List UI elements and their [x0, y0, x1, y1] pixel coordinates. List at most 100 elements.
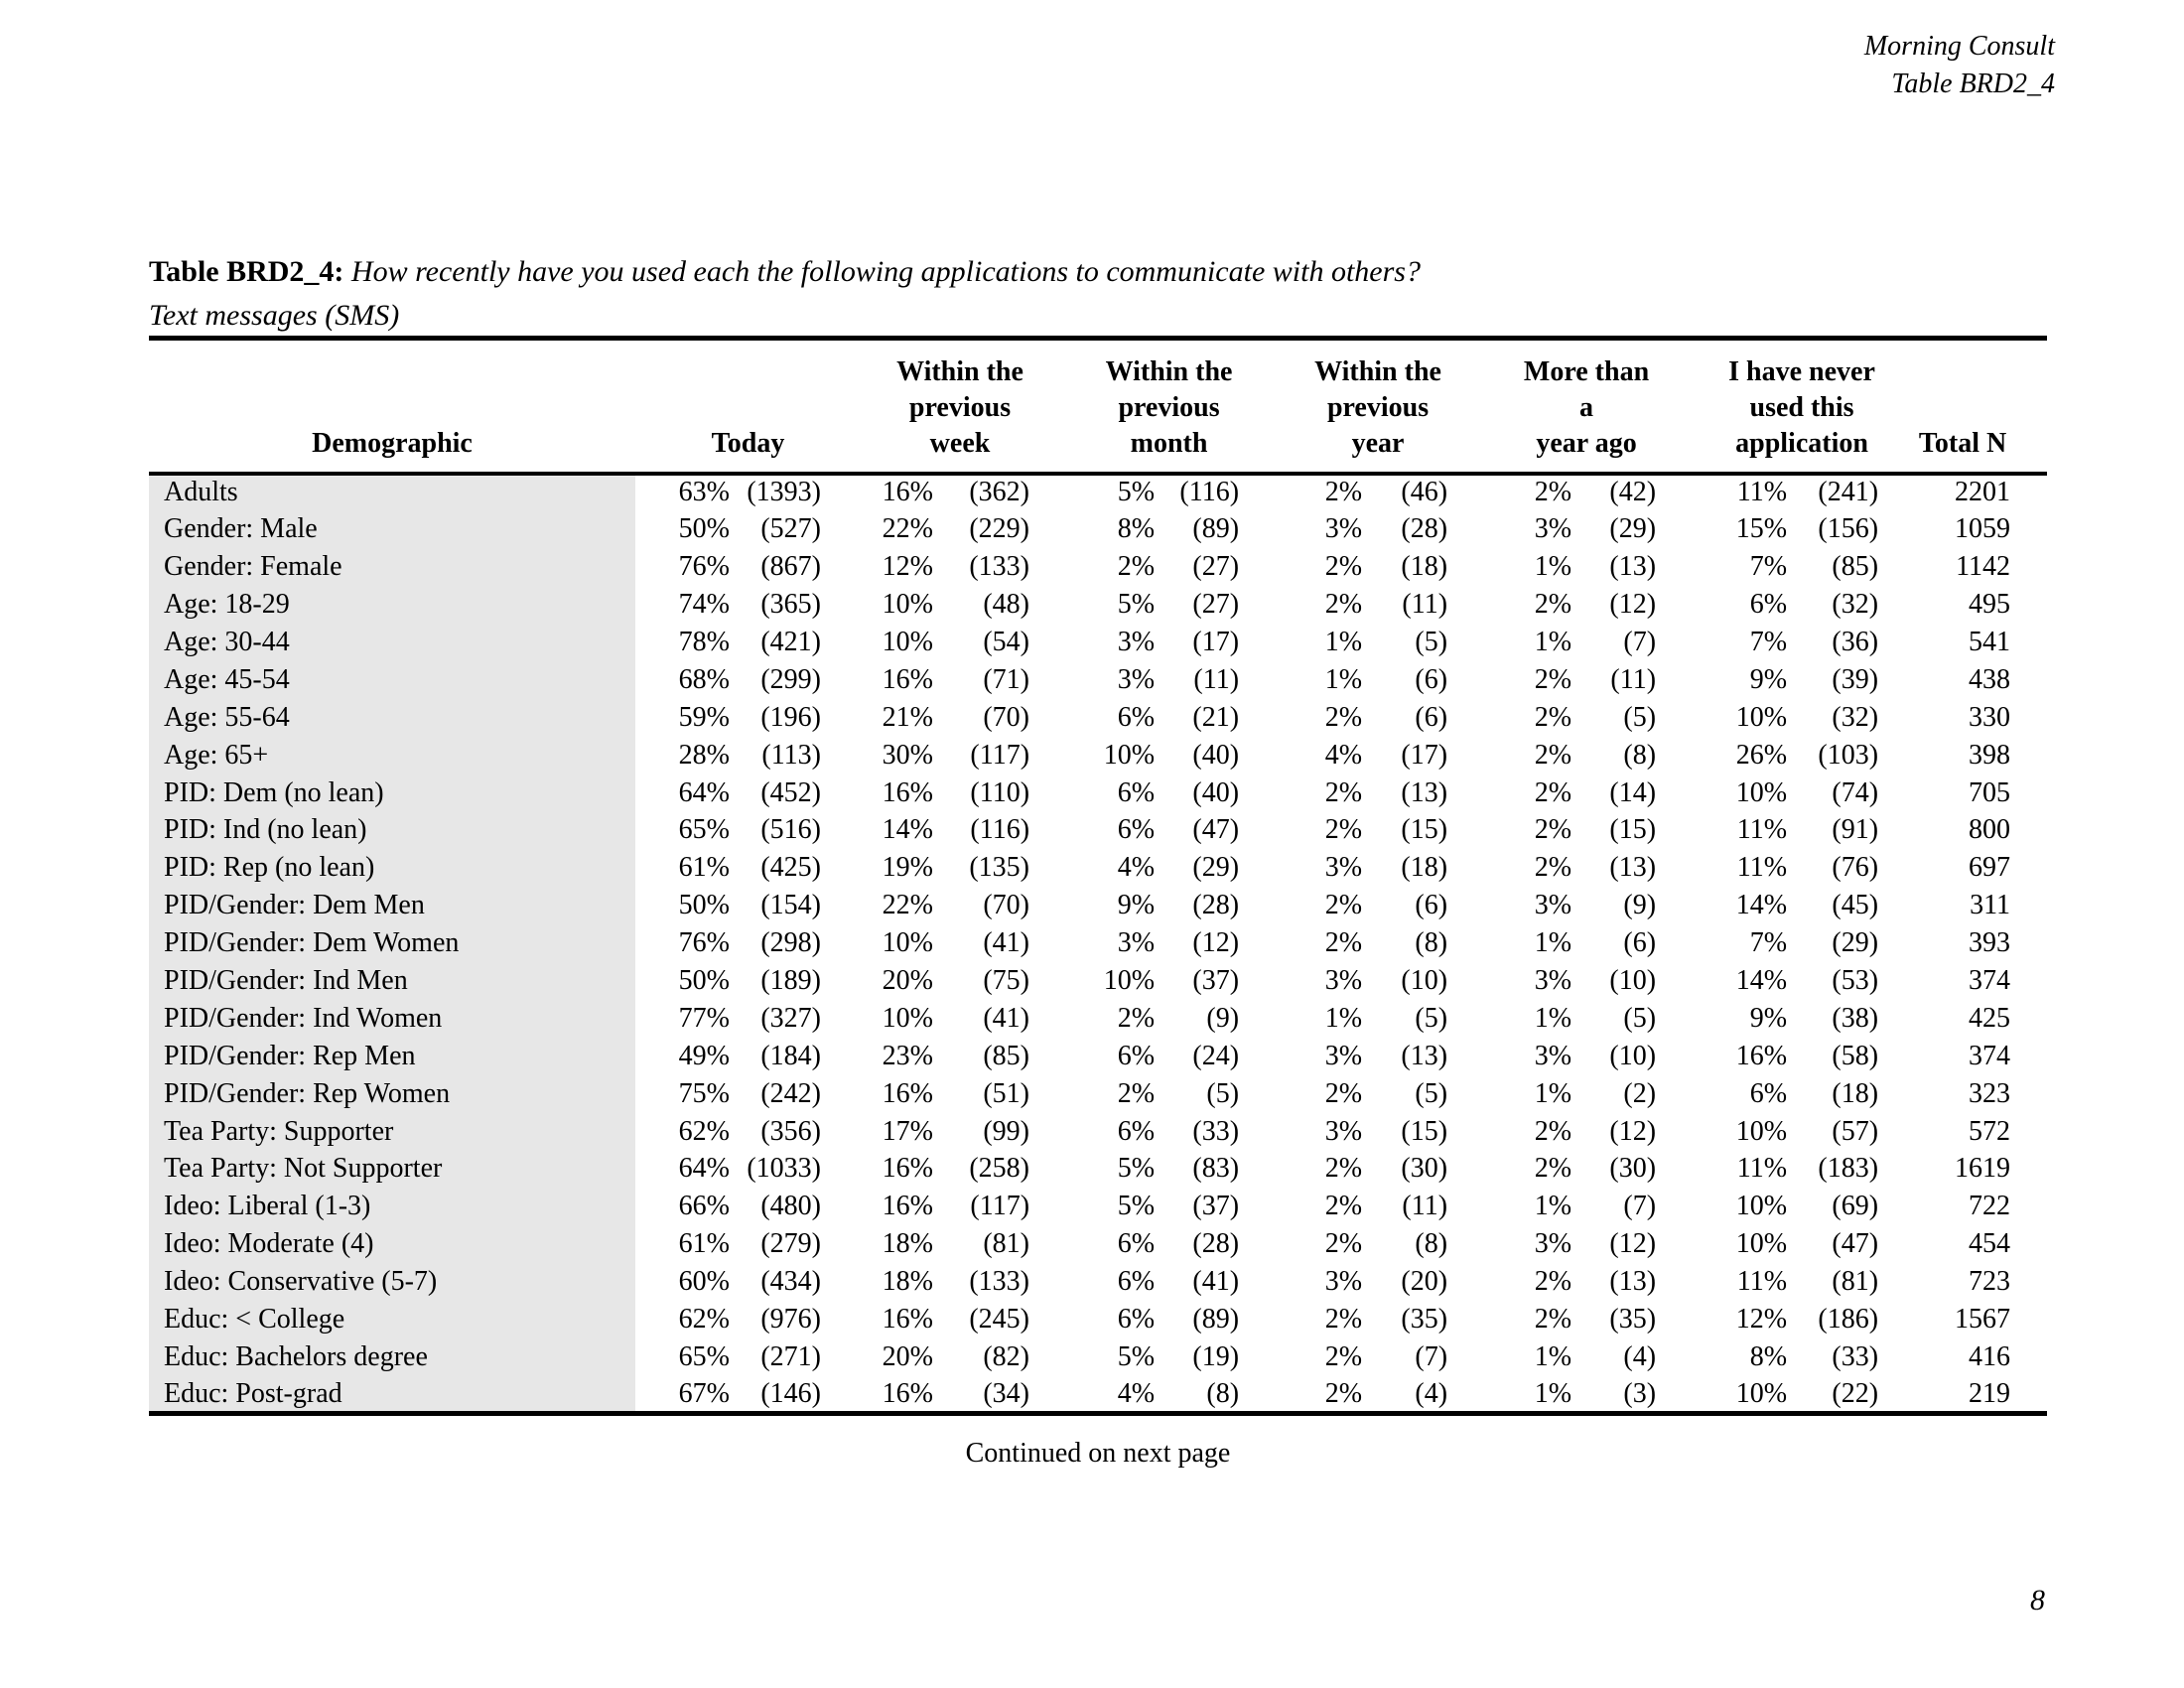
percent-cell: 1% — [1534, 1191, 1572, 1222]
percent-cell: 2% — [1324, 1377, 1363, 1409]
count-cell: (146) — [760, 1377, 821, 1409]
count-cell: (452) — [760, 776, 821, 808]
percent-cell: 14% — [1735, 965, 1788, 997]
percent-cell: 3% — [1534, 965, 1572, 997]
percent-cell: 62% — [678, 1115, 730, 1147]
count-cell: (29) — [1609, 513, 1657, 545]
percent-cell: 2% — [1534, 739, 1572, 771]
percent-cell: 77% — [678, 1002, 730, 1034]
total-n-cell: 1142 — [1956, 551, 2011, 583]
count-cell: (34) — [983, 1377, 1030, 1409]
percent-cell: 2% — [1534, 776, 1572, 808]
percent-cell: 2% — [1534, 663, 1572, 695]
percent-cell: 11% — [1736, 477, 1788, 508]
count-cell: (12) — [1609, 589, 1657, 621]
percent-cell: 2% — [1117, 1077, 1156, 1109]
demographic-cell: PID: Ind (no lean) — [149, 811, 635, 850]
table-row: Gender: Male 50% (527) 22% (229) 8% (89) 3% (28)… — [149, 510, 2047, 549]
percent-cell: 14% — [882, 814, 933, 846]
percent-cell: 7% — [1749, 551, 1788, 583]
count-cell: (117) — [970, 1191, 1030, 1222]
percent-cell: 10% — [1735, 1115, 1788, 1147]
percent-cell: 3% — [1324, 852, 1363, 884]
percent-cell: 10% — [1103, 739, 1156, 771]
column-header-today: Today — [711, 427, 785, 459]
demographic-cell: Age: 30-44 — [149, 624, 635, 661]
continued-note: Continued on next page — [965, 1438, 1231, 1469]
percent-cell: 10% — [1735, 1377, 1788, 1409]
percent-cell: 16% — [1735, 1040, 1788, 1071]
total-n-cell: 374 — [1969, 1040, 2011, 1071]
count-cell: (116) — [970, 814, 1030, 846]
count-cell: (22) — [1832, 1377, 1879, 1409]
percent-cell: 60% — [678, 1266, 730, 1298]
table-row: Age: 30-44 78% (421) 10% (54) 3% (17) 1% (5) 1% (7… — [149, 624, 2047, 661]
percent-cell: 8% — [1749, 1340, 1788, 1372]
demographic-cell: PID/Gender: Rep Men — [149, 1037, 635, 1075]
count-cell: (75) — [983, 965, 1030, 997]
count-cell: (196) — [760, 701, 821, 733]
percent-cell: 9% — [1117, 890, 1156, 921]
percent-cell: 6% — [1117, 1228, 1156, 1260]
table-row: PID/Gender: Dem Women 76% (298) 10% (41) 3% (1… — [149, 924, 2047, 963]
count-cell: (11) — [1610, 663, 1657, 695]
count-cell: (298) — [760, 927, 821, 959]
table-row: Tea Party: Not Supporter 64% (1033) 16% (258… — [149, 1150, 2047, 1189]
demographic-cell: Age: 55-64 — [149, 698, 635, 737]
total-n-cell: 723 — [1969, 1266, 2011, 1298]
percent-cell: 3% — [1324, 965, 1363, 997]
total-n-cell: 722 — [1969, 1191, 2011, 1222]
percent-cell: 78% — [678, 627, 730, 657]
percent-cell: 2% — [1534, 701, 1572, 733]
percent-cell: 28% — [678, 739, 730, 771]
demographic-cell: Educ: Post-grad — [149, 1375, 635, 1414]
percent-cell: 1% — [1534, 927, 1572, 959]
count-cell: (299) — [760, 663, 821, 695]
count-cell: (28) — [1192, 1228, 1240, 1260]
table-reference: Table BRD2_4 — [1891, 69, 2055, 99]
title-line: Table BRD2_4: How recently have you used… — [149, 250, 2047, 294]
count-cell: (8) — [1415, 1228, 1448, 1260]
percent-cell: 63% — [678, 477, 730, 508]
count-cell: (4) — [1623, 1340, 1657, 1372]
percent-cell: 8% — [1117, 513, 1156, 545]
count-cell: (32) — [1832, 701, 1879, 733]
count-cell: (110) — [970, 776, 1030, 808]
count-cell: (867) — [760, 551, 821, 583]
count-cell: (362) — [969, 477, 1030, 508]
percent-cell: 76% — [678, 927, 730, 959]
title-question: How recently have you used each the foll… — [350, 255, 1421, 288]
count-cell: (5) — [1415, 627, 1448, 657]
count-cell: (13) — [1609, 551, 1657, 583]
percent-cell: 74% — [678, 589, 730, 621]
demographic-cell: PID/Gender: Ind Women — [149, 999, 635, 1038]
percent-cell: 2% — [1324, 1340, 1363, 1372]
percent-cell: 10% — [1735, 1228, 1788, 1260]
percent-cell: 1% — [1324, 1002, 1363, 1034]
table-row: Age: 18-29 74% (365) 10% (48) 5% (27) 2% (11) 2% (… — [149, 586, 2047, 625]
total-n-cell: 330 — [1969, 701, 2011, 733]
count-cell: (133) — [969, 551, 1030, 583]
table-row: Tea Party: Supporter 62% (356) 17% (99) 6% (33… — [149, 1112, 2047, 1151]
percent-cell: 2% — [1324, 1191, 1363, 1222]
count-cell: (356) — [760, 1115, 821, 1147]
percent-cell: 21% — [882, 701, 933, 733]
table-row: PID/Gender: Dem Men 50% (154) 22% (70) 9% (28)… — [149, 887, 2047, 925]
percent-cell: 2% — [1534, 852, 1572, 884]
percent-cell: 3% — [1534, 890, 1572, 921]
total-n-cell: 311 — [1970, 890, 2011, 921]
count-cell: (33) — [1192, 1115, 1240, 1147]
total-n-cell: 438 — [1969, 663, 2011, 695]
count-cell: (39) — [1832, 663, 1879, 695]
count-cell: (8) — [1415, 927, 1448, 959]
percent-cell: 75% — [678, 1077, 730, 1109]
percent-cell: 6% — [1749, 589, 1788, 621]
count-cell: (14) — [1609, 776, 1657, 808]
percent-cell: 1% — [1534, 1077, 1572, 1109]
table-row: Adults 63% (1393) 16% (362) 5% (116) 2% (46) 2% (4… — [149, 473, 2047, 511]
table-title: Table BRD2_4: How recently have you used… — [149, 250, 2047, 338]
percent-cell: 1% — [1534, 627, 1572, 657]
count-cell: (15) — [1609, 814, 1657, 846]
count-cell: (12) — [1609, 1115, 1657, 1147]
column-header-more-than-year: More than a year ago — [1523, 355, 1650, 459]
